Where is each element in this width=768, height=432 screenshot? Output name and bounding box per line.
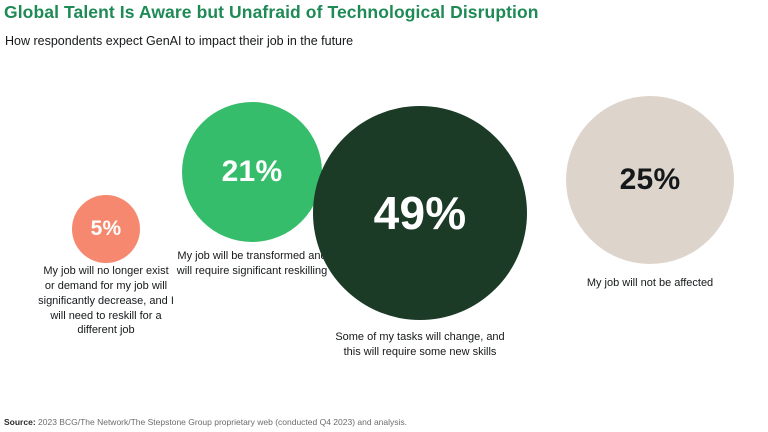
bubble-not-affected: 25% xyxy=(566,96,734,264)
bubble-value-label: 21% xyxy=(221,155,283,188)
bubble-caption: My job will no longer exist or demand fo… xyxy=(38,265,174,337)
page-subtitle: How respondents expect GenAI to impact t… xyxy=(5,34,354,48)
page-title: Global Talent Is Aware but Unafraid of T… xyxy=(4,2,539,22)
bubble-value-label: 25% xyxy=(619,163,681,196)
source-label: Source: xyxy=(4,417,36,427)
bubble-value-label: 49% xyxy=(373,187,467,239)
bubble-value-label: 5% xyxy=(90,217,122,240)
bubble-reskill-different-job: 5% xyxy=(72,195,140,263)
source-note: Source: 2023 BCG/The Network/The Stepsto… xyxy=(4,417,764,427)
bubble-tasks-change-new-skills: 49% xyxy=(313,106,527,320)
bubble-caption: My job will be transformed and will requ… xyxy=(176,250,328,277)
source-text: 2023 BCG/The Network/The Stepstone Group… xyxy=(35,417,408,427)
bubble-caption: My job will not be affected xyxy=(586,277,714,289)
bubble-significant-reskilling: 21% xyxy=(182,102,322,242)
bubble-caption: Some of my tasks will change, and this w… xyxy=(335,331,505,358)
